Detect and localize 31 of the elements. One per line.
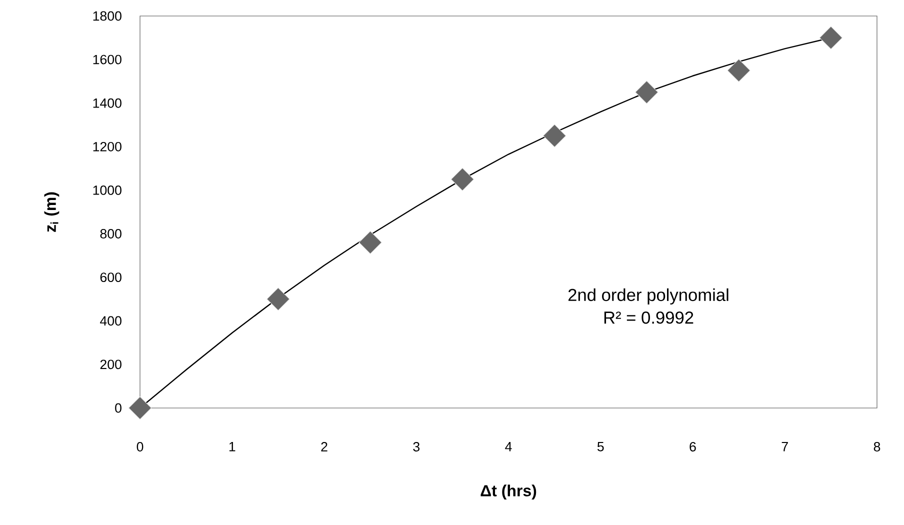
- x-tick-label: 3: [413, 442, 420, 452]
- x-tick-label: 7: [782, 442, 788, 452]
- annotation: 2nd order polynomial: [568, 288, 728, 305]
- y-tick-label: 0: [115, 403, 122, 413]
- y-tick-label: 1200: [93, 142, 122, 152]
- point: [450, 168, 474, 191]
- y-tick-label: 1400: [93, 98, 122, 108]
- y-tick-label: 1800: [93, 11, 122, 21]
- text: z$_{i}$ (m): [44, 192, 60, 232]
- y-tick-label: 1600: [93, 54, 122, 64]
- y-tick-label: 200: [100, 360, 122, 370]
- x-tick-label: 5: [597, 442, 604, 452]
- x-axis-title: Δt (hrs): [480, 484, 536, 500]
- x-tick-label: 6: [690, 442, 696, 452]
- y-tick-label: 600: [100, 272, 122, 282]
- x-tick-label: 8: [874, 442, 880, 452]
- x-tick-label: 1: [229, 442, 236, 452]
- point: [819, 26, 843, 50]
- x-tick-label: 0: [136, 442, 144, 452]
- annotation: R² = 0.9992: [604, 311, 694, 324]
- point: [542, 124, 566, 148]
- y-tick-label: 800: [100, 229, 122, 238]
- point: [128, 396, 152, 420]
- point: [635, 80, 658, 104]
- point: [266, 288, 290, 311]
- point: [358, 230, 382, 254]
- y-tick-label: 1000: [93, 186, 122, 195]
- x-tick-label: 2: [321, 442, 328, 452]
- y-tick-label: 400: [100, 316, 122, 326]
- x-tick-label: 4: [505, 442, 512, 452]
- point: [727, 58, 750, 82]
